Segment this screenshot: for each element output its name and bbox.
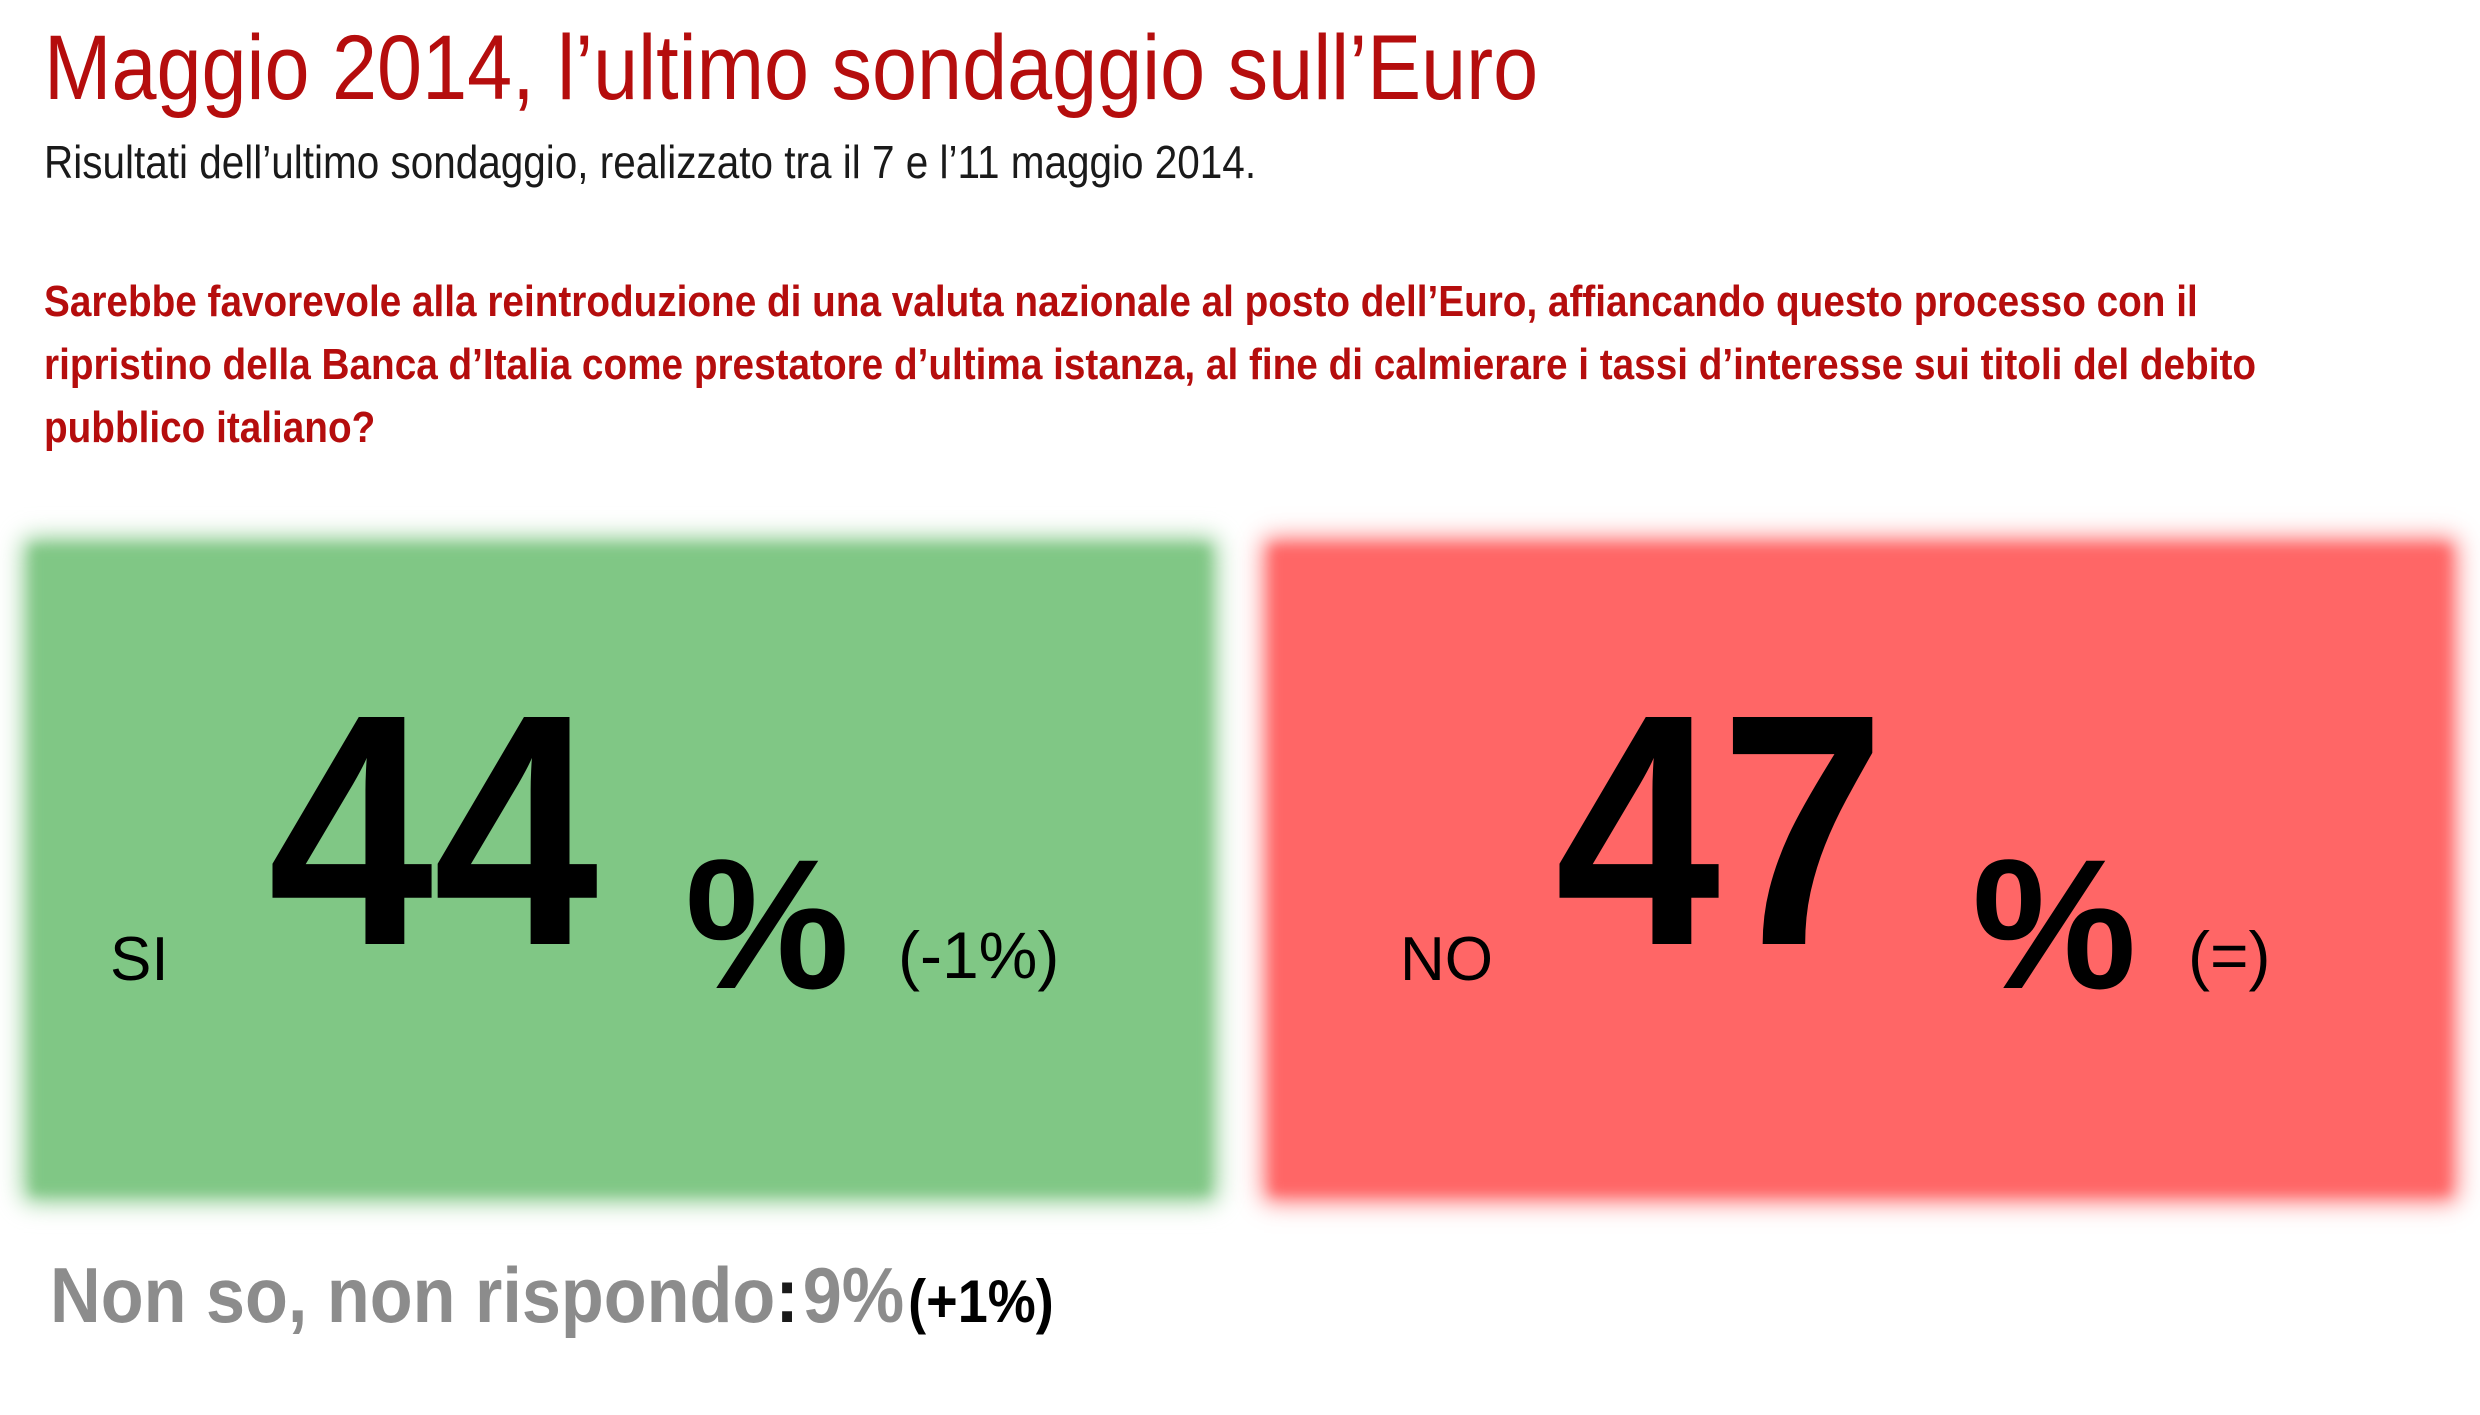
- no-change: (=): [2188, 918, 2271, 992]
- undecided-change: (+1%): [908, 1268, 1054, 1335]
- yes-change: (-1%): [898, 918, 1060, 992]
- no-percentage-value: 47: [1555, 645, 1886, 1014]
- page-subtitle: Risultati dell’ultimo sondaggio, realizz…: [44, 136, 1257, 188]
- yes-percent-sign: %: [685, 822, 850, 1028]
- page-title: Maggio 2014, l’ultimo sondaggio sull’Eur…: [44, 17, 1539, 119]
- no-label: NO: [1400, 925, 1493, 994]
- yes-label: SI: [110, 925, 169, 994]
- undecided-colon: :: [775, 1251, 799, 1339]
- undecided-result: Non so, non rispondo: 9% (+1%): [50, 1250, 1054, 1341]
- undecided-value: 9%: [802, 1251, 905, 1339]
- no-percent-sign: %: [1972, 822, 2137, 1028]
- no-result-panel: [1270, 545, 2450, 1195]
- yes-result-panel: [30, 545, 1210, 1195]
- undecided-label: Non so, non rispondo: [50, 1251, 776, 1339]
- survey-question: Sarebbe favorevole alla reintroduzione d…: [44, 277, 2257, 452]
- yes-percentage-value: 44: [268, 645, 599, 1014]
